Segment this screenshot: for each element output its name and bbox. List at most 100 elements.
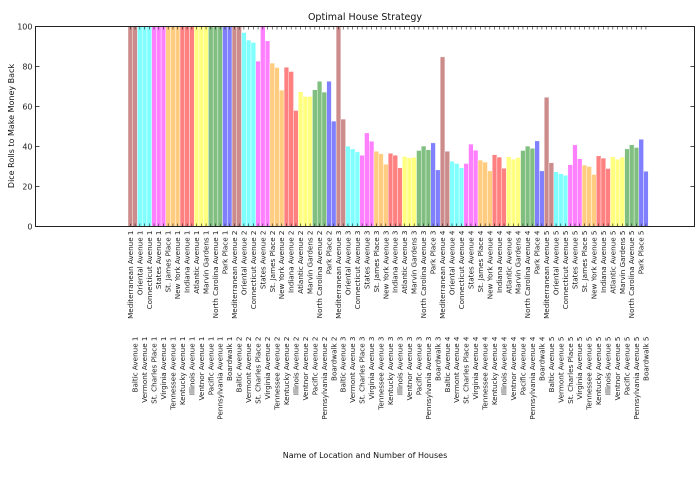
bar [227,26,233,227]
x-tick-label: Indiana Avenue 5 [599,231,608,293]
x-tick-label: Ventnor Avenue 4 [509,336,518,400]
bar [264,40,271,227]
bar [430,142,436,227]
x-tick-label: Baltic Avenue 1 [131,337,140,393]
x-tick-label: Illinois Avenue 4 [500,336,509,395]
x-tick-label: Oriental Avenue 5 [552,231,561,296]
x-tick-label: St. James Place 5 [580,231,589,293]
x-tick-label: North Carolina Avenue 3 [419,231,428,319]
x-tick-label: North Carolina Avenue 1 [211,231,220,319]
x-tick-label: Atlantic Avenue 5 [608,231,617,294]
bar [151,26,157,227]
bar [312,89,318,227]
x-tick-label: Virginia Avenue 3 [367,337,376,400]
bar [567,164,573,227]
bar [132,26,138,227]
bar [250,42,256,227]
bar [619,157,625,227]
x-tick-label: New York Avenue 2 [277,231,286,300]
bar [520,150,526,227]
bar [439,56,446,227]
bar [236,26,242,227]
bar [302,96,308,227]
x-tick-label: Mediterranean Avenue 4 [438,230,447,319]
bar [577,158,583,227]
x-tick-label: Oriental Avenue 1 [135,231,144,296]
bar [444,151,450,227]
x-tick-label: Kentucky Avenue 3 [386,337,395,406]
x-tick-label: Vermont Avenue 2 [244,337,253,403]
bar [425,149,431,227]
bar [298,91,304,227]
x-axis-label: Name of Location and Number of Houses [283,451,448,460]
bar [255,60,261,227]
bar [198,26,204,227]
x-tick-label: Oriental Avenue 3 [343,231,352,296]
bar [468,143,474,227]
x-tick-label: Mediterranean Avenue 1 [126,231,135,319]
x-tick-label: Mediterranean Avenue 2 [230,231,239,319]
bar [146,26,152,227]
bar [473,150,479,227]
x-tick-label: Marvin Gardens 5 [618,231,627,295]
x-tick-label: Pennsylvania Avenue 3 [424,337,433,420]
bar [501,168,507,227]
bar [421,145,427,227]
bar [638,139,644,227]
x-ticks: Mediterranean Avenue 1 Baltic Avenue 1 Ori… [126,26,650,420]
x-tick-label: Boardwalk 1 [225,337,234,381]
x-tick-label: Illinois Avenue 5 [604,337,613,396]
x-tick-label: Pacific Avenue 5 [623,337,632,396]
x-tick-label: Kentucky Avenue 4 [490,336,499,405]
bar [614,159,621,227]
y-tick-label: 0 [27,223,32,232]
bar [629,144,635,227]
bar [496,156,502,227]
x-tick-label: St. James Place 3 [372,231,381,293]
x-tick-label: Marvin Gardens 4 [514,230,523,294]
x-tick-label: Park Place 2 [325,231,334,275]
x-tick-label: Illinois Avenue 2 [291,337,300,396]
x-tick-label: Pacific Avenue 3 [414,337,423,396]
bar [241,32,247,227]
x-tick-label: Ventnor Avenue 1 [197,337,206,401]
bar [487,170,493,227]
bar [643,171,649,227]
bar [397,167,403,227]
x-tick-label: Vermont Avenue 1 [140,337,149,403]
bar [246,39,252,227]
y-tick-label: 20 [22,183,32,192]
x-tick-label: New York Avenue 5 [589,231,598,300]
bar [175,26,181,227]
x-tick-label: Virginia Avenue 4 [471,336,480,399]
x-tick-label: Connecticut Avenue 4 [457,230,466,309]
x-tick-label: North Carolina Avenue 5 [627,231,636,319]
x-tick-label: Pennsylvania Avenue 1 [216,337,225,420]
bar [335,26,342,227]
x-tick-label: Marvin Gardens 1 [202,231,211,295]
x-tick-label: Tennessee Avenue 2 [272,337,281,411]
bar [354,151,360,227]
bar [406,157,413,227]
x-tick-label: States Avenue 4 [466,230,475,289]
y-tick-label: 80 [22,63,32,72]
x-tick-label: Kentucky Avenue 1 [178,337,187,406]
x-tick-label: Baltic Avenue 2 [235,337,244,393]
x-tick-label: Ventnor Avenue 5 [613,337,622,401]
x-tick-label: States Avenue 5 [570,231,579,290]
x-tick-label: Boardwalk 2 [329,337,338,381]
x-tick-label: St. James Place 2 [268,231,277,293]
bar [387,153,394,227]
bar [359,155,365,227]
bar [525,145,531,227]
x-tick-label: Connecticut Avenue 2 [249,231,258,310]
x-tick-label: Pennsylvania Avenue 5 [632,337,641,420]
x-tick-label: Park Place 1 [220,231,229,275]
bar [477,159,483,227]
bar [529,148,535,227]
bar [596,155,602,227]
x-tick-label: Mediterranean Avenue 3 [334,231,343,319]
bar [548,162,554,227]
bar [350,148,356,227]
